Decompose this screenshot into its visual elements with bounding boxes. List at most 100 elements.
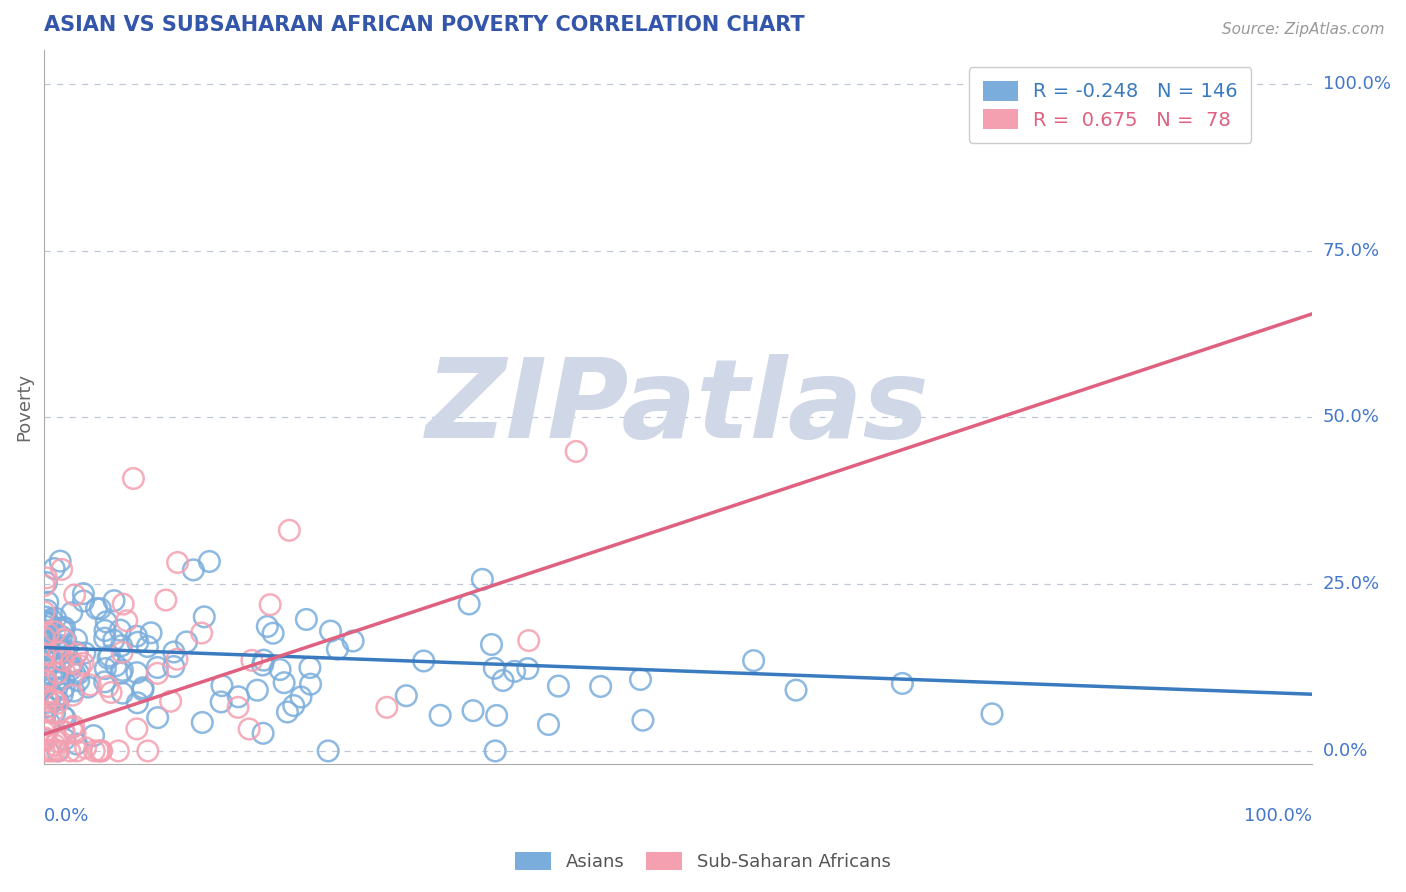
Point [60, 721, 83, 735]
Text: 100.0%: 100.0% [1323, 75, 1391, 93]
Point [122, 471, 145, 485]
Point [45, 641, 67, 656]
Text: 50.0%: 50.0% [1323, 409, 1379, 426]
Point [32, 615, 55, 629]
Point [35, 575, 58, 590]
Point [166, 556, 188, 570]
Point [34, 648, 56, 662]
Point [34, 615, 56, 629]
Point [163, 659, 186, 673]
Point [63, 726, 86, 740]
Point [52, 725, 75, 739]
Point [44, 624, 66, 639]
Point [32, 647, 55, 661]
Point [32, 744, 55, 758]
Point [34, 705, 56, 719]
Point [38, 640, 60, 655]
Point [492, 673, 515, 688]
Point [37, 694, 59, 708]
Point [298, 660, 321, 674]
Text: Source: ZipAtlas.com: Source: ZipAtlas.com [1222, 22, 1385, 37]
Point [51, 562, 73, 576]
Point [52, 709, 75, 723]
Point [166, 652, 188, 666]
Point [253, 653, 276, 667]
Point [51, 687, 73, 701]
Point [146, 711, 169, 725]
Point [51, 630, 73, 644]
Point [72, 586, 94, 600]
Point [35, 674, 58, 689]
Point [34, 647, 56, 661]
Point [32, 673, 55, 688]
Point [458, 597, 481, 611]
Text: 0.0%: 0.0% [44, 807, 90, 825]
Point [35, 699, 58, 714]
Point [139, 625, 162, 640]
Point [83, 744, 105, 758]
Point [252, 726, 274, 740]
Point [211, 679, 233, 693]
Point [45, 611, 67, 625]
Point [34, 733, 56, 747]
Point [41, 648, 63, 663]
Point [53, 732, 76, 747]
Point [32, 725, 55, 739]
Point [37, 723, 59, 737]
Point [32, 605, 55, 619]
Point [565, 444, 588, 458]
Point [67, 673, 90, 688]
Point [547, 679, 569, 693]
Point [44, 561, 66, 575]
Point [41, 705, 63, 719]
Point [105, 658, 128, 673]
Point [34, 732, 56, 747]
Point [183, 563, 205, 577]
Point [69, 658, 91, 673]
Legend: R = -0.248   N = 146, R =  0.675   N =  78: R = -0.248 N = 146, R = 0.675 N = 78 [969, 67, 1251, 144]
Point [93, 631, 115, 645]
Point [83, 729, 105, 743]
Point [240, 653, 263, 667]
Point [59, 659, 82, 673]
Point [484, 744, 506, 758]
Point [37, 595, 59, 609]
Point [53, 642, 76, 657]
Point [65, 647, 87, 661]
Point [537, 717, 560, 731]
Point [132, 682, 155, 697]
Point [193, 610, 215, 624]
Point [485, 708, 508, 723]
Point [46, 696, 69, 710]
Point [112, 597, 135, 611]
Point [65, 632, 87, 647]
Point [127, 696, 149, 710]
Point [60, 657, 83, 671]
Point [125, 722, 148, 736]
Text: 25.0%: 25.0% [1323, 575, 1381, 593]
Point [516, 662, 538, 676]
Point [53, 724, 76, 739]
Point [44, 706, 66, 720]
Point [252, 658, 274, 673]
Point [42, 693, 65, 707]
Point [238, 722, 260, 736]
Point [63, 588, 86, 602]
Point [742, 654, 765, 668]
Point [299, 677, 322, 691]
Point [146, 660, 169, 674]
Point [35, 571, 58, 585]
Point [111, 663, 134, 677]
Text: 0.0%: 0.0% [1323, 742, 1368, 760]
Point [146, 666, 169, 681]
Point [34, 718, 56, 732]
Point [72, 657, 94, 671]
Text: ASIAN VS SUBSAHARAN AFRICAN POVERTY CORRELATION CHART: ASIAN VS SUBSAHARAN AFRICAN POVERTY CORR… [44, 15, 804, 35]
Point [60, 656, 83, 670]
Point [228, 690, 250, 704]
Point [891, 676, 914, 690]
Point [481, 638, 503, 652]
Point [34, 731, 56, 745]
Point [52, 653, 75, 667]
Point [34, 657, 56, 672]
